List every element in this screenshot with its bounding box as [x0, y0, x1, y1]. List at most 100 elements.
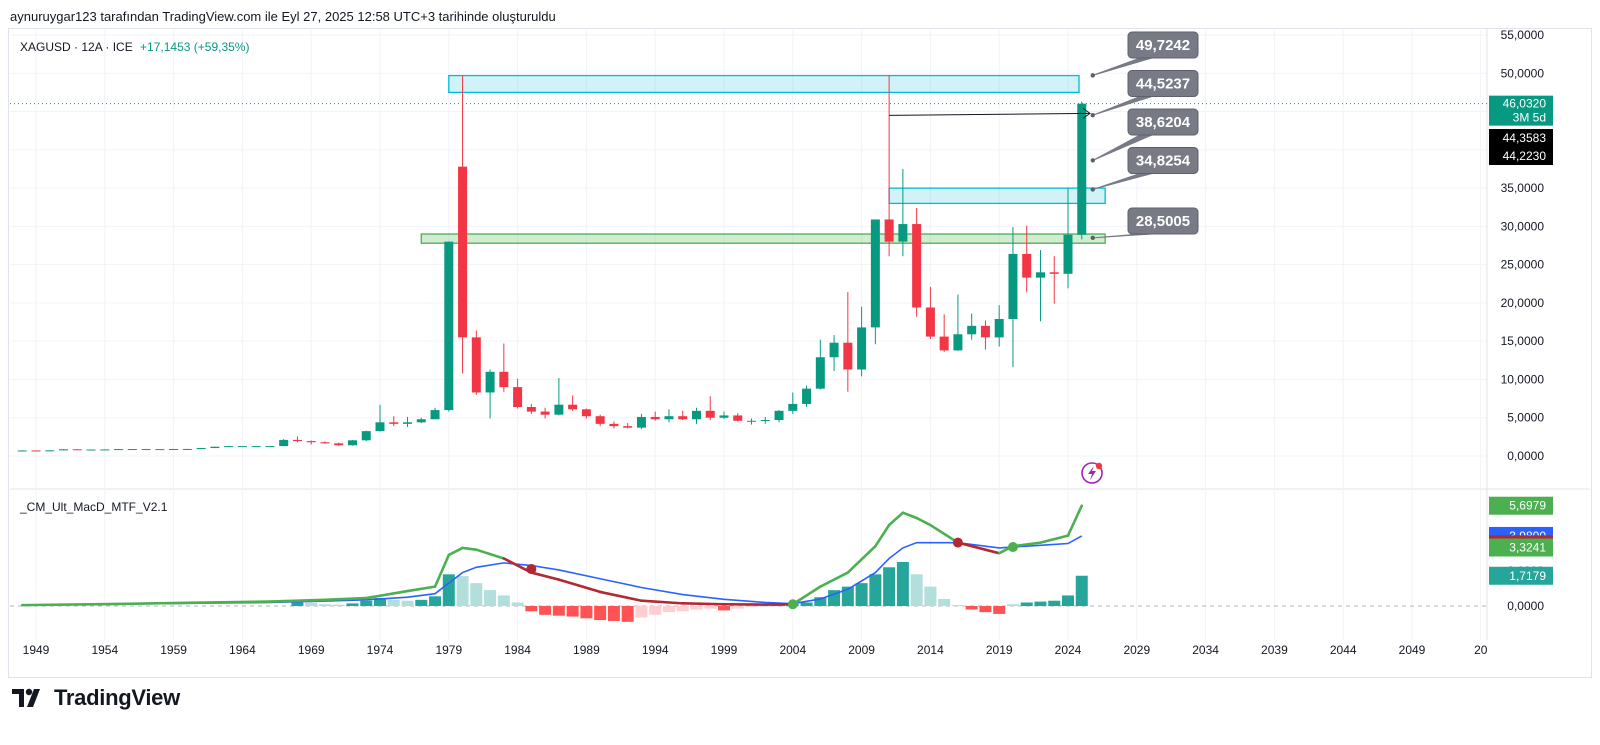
- candle: [829, 335, 839, 372]
- candle-body: [774, 410, 784, 421]
- candle: [485, 369, 495, 419]
- macd-axis: 0,00002,00005,69793,98003,50343,32411,71…: [1489, 496, 1553, 613]
- candle-body: [581, 409, 591, 417]
- candle-body: [155, 449, 165, 451]
- histogram-bar: [924, 586, 937, 606]
- candle: [884, 75, 894, 257]
- candle: [31, 450, 41, 452]
- candle-body: [114, 449, 124, 451]
- candle-body: [237, 446, 247, 448]
- candle-body: [953, 334, 963, 351]
- candle: [86, 449, 96, 451]
- candle-body: [59, 449, 69, 451]
- candle-body: [857, 327, 867, 370]
- histogram-bar: [332, 604, 345, 606]
- macd-line-segment: [433, 553, 451, 588]
- candle-body: [609, 423, 619, 427]
- histogram-bar: [387, 599, 400, 606]
- macd-line-segment: [268, 598, 327, 603]
- time-tick-label: 1984: [504, 643, 531, 657]
- price-tick-label: 5,0000: [1507, 411, 1544, 425]
- candle-body: [788, 403, 798, 411]
- macd-line-segment: [846, 544, 877, 574]
- candle: [265, 446, 275, 448]
- histogram-bar: [649, 606, 662, 615]
- candle-body: [815, 357, 825, 389]
- chart-frame: [8, 28, 1592, 678]
- candles: [17, 75, 1087, 452]
- tradingview-logo-icon: [12, 688, 40, 707]
- histogram-bar: [1034, 601, 1047, 606]
- histogram-bar: [1020, 602, 1033, 606]
- candle: [416, 417, 426, 424]
- candle-body: [898, 224, 908, 242]
- candle-body: [843, 342, 853, 370]
- macd-line-segment: [887, 511, 905, 527]
- candle-body: [650, 416, 660, 420]
- histogram-bar: [883, 567, 896, 606]
- price-tick-label: 30,0000: [1501, 219, 1545, 233]
- callout-label: 28,5005: [1136, 213, 1190, 230]
- candle: [540, 407, 550, 419]
- candle: [870, 219, 880, 345]
- histogram-bar: [318, 604, 331, 606]
- time-tick-label: 2004: [779, 643, 806, 657]
- cross-marker: [526, 564, 537, 575]
- histogram-bar: [511, 602, 524, 606]
- candle: [788, 392, 798, 414]
- candle-body: [1049, 272, 1059, 274]
- candle: [59, 449, 69, 451]
- time-tick-label: 1999: [711, 643, 738, 657]
- candle: [375, 404, 385, 432]
- candle: [1022, 225, 1032, 293]
- price-tick-label: 10,0000: [1501, 372, 1545, 386]
- candle: [953, 294, 963, 352]
- price-tick-label: 15,0000: [1501, 334, 1545, 348]
- symbol-legend[interactable]: XAGUSD · 12A · ICE +17,1453 (+59,35%): [20, 40, 249, 54]
- candle: [595, 414, 605, 427]
- candle: [292, 436, 302, 443]
- chart-attribution: aynuruygar123 tarafından TradingView.com…: [10, 9, 556, 24]
- candle-body: [375, 422, 385, 432]
- time-tick-label: 1954: [91, 643, 118, 657]
- symbol-change: +17,1453 (+59,35%): [140, 40, 250, 54]
- candle-body: [224, 446, 234, 448]
- histogram-bar: [456, 576, 469, 606]
- candle: [526, 403, 536, 414]
- price-tick-label: 35,0000: [1501, 181, 1545, 195]
- marker-badge: [1489, 129, 1553, 147]
- candle: [1008, 227, 1018, 368]
- marker-value: 44,2230: [1503, 149, 1547, 163]
- overlays: 49,7242 44,5237 38,6204 34,8254 28,5005: [10, 31, 1487, 241]
- candle-body: [265, 446, 275, 448]
- candle-body: [458, 166, 468, 338]
- symbol-name: XAGUSD · 12A · ICE: [20, 40, 133, 54]
- candle-body: [691, 410, 701, 420]
- callout-label: 49,7242: [1136, 37, 1190, 54]
- callout-label: 44,5237: [1136, 76, 1190, 93]
- macd-line-segment: [1039, 534, 1070, 544]
- price-callout: 49,7242: [1090, 31, 1199, 78]
- candle: [471, 330, 481, 395]
- time-tick-label: 1989: [573, 643, 600, 657]
- time-tick-label: 1959: [160, 643, 187, 657]
- candle-body: [802, 388, 812, 404]
- price-callout: 28,5005: [1090, 207, 1199, 241]
- macd-line-segment: [929, 523, 960, 544]
- histogram-bar: [566, 606, 579, 617]
- candle: [733, 413, 743, 422]
- candle: [17, 450, 27, 452]
- histogram-bar: [979, 606, 992, 613]
- indicator-legend[interactable]: _CM_Ult_MacD_MTF_V2.1: [20, 500, 168, 514]
- histogram-bar: [938, 598, 951, 606]
- histogram-bar: [360, 600, 373, 606]
- callout-box: [1127, 31, 1199, 59]
- candle: [458, 75, 468, 374]
- candle: [444, 241, 454, 412]
- histogram-bar: [346, 603, 359, 606]
- zones: [420, 74, 1106, 244]
- histogram-bar: [745, 606, 758, 607]
- macd-line-segment: [461, 546, 478, 551]
- macd-line-segment: [640, 599, 685, 605]
